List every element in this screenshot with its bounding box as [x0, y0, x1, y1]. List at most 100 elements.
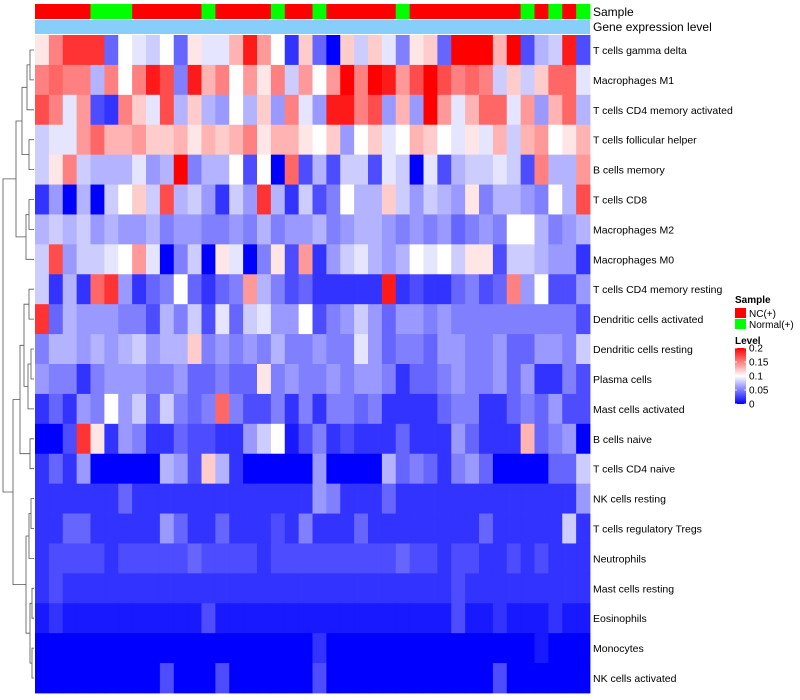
heatmap-cell	[159, 304, 175, 335]
heatmap-cell	[576, 244, 591, 275]
heatmap-cell	[534, 573, 549, 604]
heatmap-cell	[395, 393, 411, 425]
heatmap-cell	[146, 244, 161, 275]
row-label: T cells CD4 memory resting	[593, 284, 722, 296]
heatmap-cell	[257, 364, 272, 395]
heatmap-cell	[229, 393, 244, 425]
heatmap-cell	[520, 214, 535, 245]
heatmap-cell	[229, 423, 244, 455]
heatmap-cell	[270, 603, 286, 634]
heatmap-cell	[479, 94, 494, 126]
heatmap-cell	[298, 423, 313, 455]
heatmap-cell	[257, 603, 272, 634]
heatmap-cell	[173, 513, 189, 544]
heatmap-cell	[465, 513, 480, 544]
heatmap-cell	[368, 543, 383, 574]
heatmap-cell	[576, 633, 591, 664]
heatmap-cell	[173, 274, 189, 305]
heatmap-cell	[492, 154, 508, 185]
heatmap-cell	[548, 423, 563, 455]
heatmap-cell	[215, 453, 230, 485]
heatmap-cell	[132, 483, 147, 514]
dendrogram-branch	[30, 498, 34, 529]
heatmap-cell	[368, 154, 383, 185]
sample-cell-31	[451, 4, 466, 19]
heatmap-cell	[576, 35, 591, 66]
heatmap-cell	[187, 124, 202, 156]
heatmap-cell	[576, 573, 591, 604]
heatmap-cell	[354, 603, 369, 634]
heatmap-cell	[576, 274, 591, 305]
heatmap-cell	[534, 124, 549, 156]
heatmap-cell	[76, 453, 91, 485]
heatmap-cell	[48, 35, 64, 66]
row-label: Mast cells activated	[593, 404, 685, 416]
heatmap-cell	[451, 124, 466, 156]
heatmap-cell	[201, 483, 216, 514]
heatmap-cell	[576, 364, 591, 395]
heatmap-cell	[423, 393, 438, 425]
heatmap-cell	[381, 393, 397, 425]
heatmap-cell	[395, 423, 411, 455]
heatmap-cell	[257, 543, 272, 574]
heatmap-cell	[76, 423, 91, 455]
heatmap-cell	[146, 573, 161, 604]
heatmap-cell	[465, 573, 480, 604]
heatmap-cell	[298, 453, 313, 485]
heatmap-cell	[298, 94, 313, 126]
heatmap-cell	[146, 513, 161, 544]
sample-cell-9	[146, 4, 161, 19]
legend-tick-label: 0.1	[749, 372, 763, 383]
heatmap-cell	[243, 304, 258, 335]
heatmap-cell	[132, 274, 147, 305]
heatmap-cell	[548, 633, 563, 664]
heatmap-cell	[479, 154, 494, 185]
heatmap-cell	[465, 453, 480, 485]
heatmap-cell	[215, 633, 230, 664]
heatmap-cell	[284, 274, 300, 305]
heatmap-cell	[257, 453, 272, 485]
heatmap-cell	[35, 573, 50, 604]
heatmap-cell	[326, 35, 341, 66]
row-label: T cells regulatory Tregs	[593, 524, 702, 536]
heatmap-cell	[465, 244, 480, 275]
heatmap-cell	[520, 334, 535, 365]
sample-cell-4	[76, 4, 91, 19]
heatmap-cell	[409, 35, 424, 66]
heatmap-cell	[409, 124, 424, 156]
heatmap-cell	[159, 423, 175, 455]
heatmap-cell	[215, 663, 230, 694]
heatmap-cell	[90, 393, 105, 425]
heatmap-cell	[479, 633, 494, 664]
heatmap-cell	[312, 154, 327, 185]
heatmap-cell	[492, 214, 508, 245]
heatmap-cell	[451, 663, 466, 694]
heatmap-cell	[62, 304, 78, 335]
heatmap-cell	[90, 603, 105, 634]
heatmap-cell	[340, 393, 355, 425]
heatmap-cell	[562, 603, 577, 634]
heatmap-cell	[340, 633, 355, 664]
heatmap-cell	[381, 364, 397, 395]
heatmap-cell	[395, 573, 411, 604]
heatmap-cell	[132, 154, 147, 185]
heatmap-cell	[187, 304, 202, 335]
heatmap-cell	[187, 184, 202, 215]
heatmap-cell	[506, 304, 522, 335]
heatmap-cell	[354, 35, 369, 66]
heatmap-cell	[492, 304, 508, 335]
heatmap-cell	[381, 214, 397, 245]
dendrogram-branch	[29, 438, 34, 470]
heatmap-cell	[492, 483, 508, 514]
heatmap-cell	[201, 244, 216, 275]
sample-cell-26	[381, 4, 397, 19]
heatmap-cell	[159, 663, 175, 694]
sample-cell-14	[215, 4, 230, 19]
heatmap-cell	[201, 64, 216, 96]
heatmap-cell	[548, 663, 563, 694]
heatmap-cell	[146, 304, 161, 335]
heatmap-cell	[479, 184, 494, 215]
heatmap-cell	[159, 154, 175, 185]
heatmap-cell	[423, 573, 438, 604]
